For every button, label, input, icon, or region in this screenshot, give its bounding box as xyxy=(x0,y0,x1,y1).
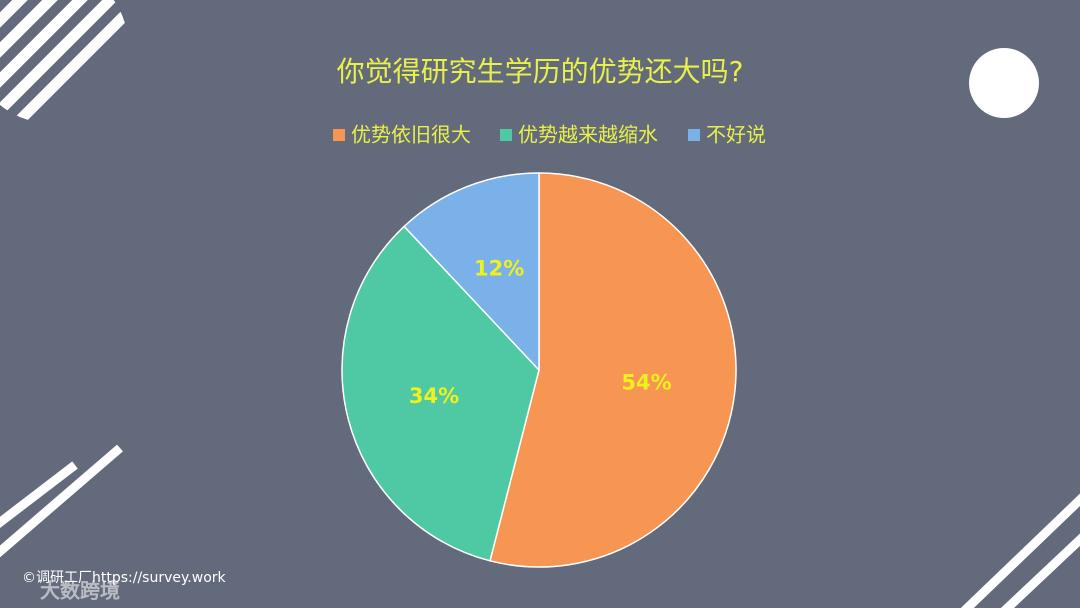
legend-swatch xyxy=(500,129,512,141)
credit: ©调研工厂https://survey.work xyxy=(22,570,227,586)
pie: 54% 34% 12% xyxy=(341,172,737,568)
watermark: 大数跨境 xyxy=(40,579,120,603)
legend-label: 优势依旧很大 xyxy=(351,123,471,147)
legend: 优势依旧很大 优势越来越缩水 不好说 xyxy=(333,123,766,147)
chart-title: 你觉得研究生学历的优势还大吗? xyxy=(337,55,744,88)
data-label: 12% xyxy=(474,256,524,280)
pie-slice xyxy=(341,225,540,562)
decor-circle xyxy=(969,48,1039,118)
pie-slice xyxy=(489,172,737,568)
pie-slice xyxy=(403,172,540,372)
legend-label: 优势越来越缩水 xyxy=(518,123,658,147)
data-label: 54% xyxy=(621,371,671,395)
data-label: 34% xyxy=(409,384,459,408)
legend-label: 不好说 xyxy=(706,123,766,147)
decor-stripes xyxy=(0,444,1080,608)
legend-swatch xyxy=(688,129,700,141)
legend-swatch xyxy=(333,129,345,141)
